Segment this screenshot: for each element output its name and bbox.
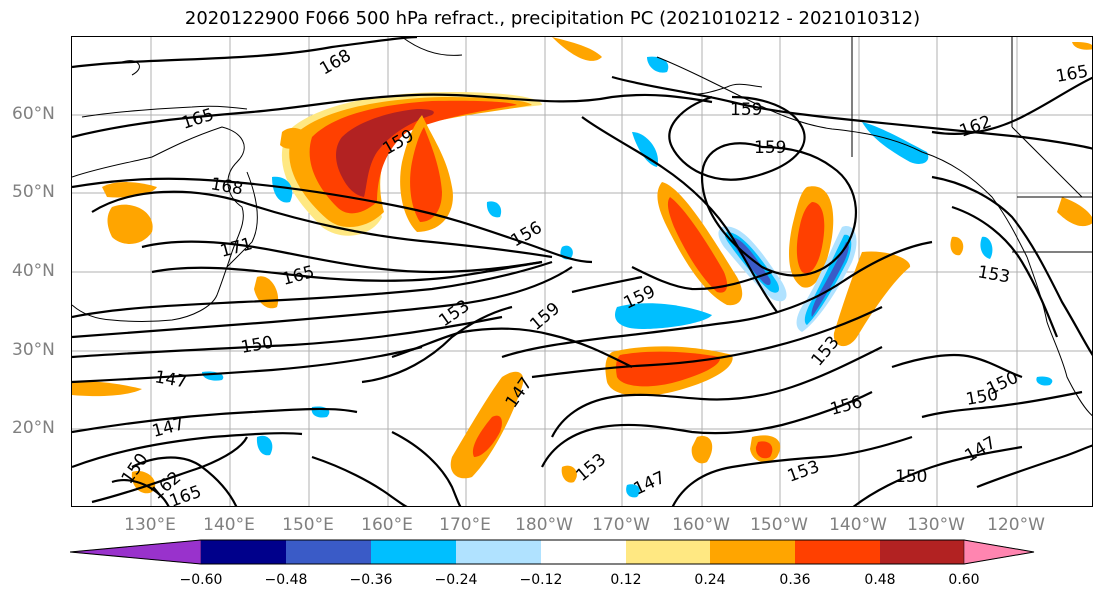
height-contours [72,37,1092,506]
colorbar-segment-6 [626,540,710,564]
lon-label-120w: 120°W [987,515,1045,535]
colorbar-tick-label: −0.48 [264,572,308,588]
lon-label-140e: 140°E [203,515,255,535]
colorbar-segment-9 [880,540,964,564]
contour-label: 150 [895,467,927,487]
colorbar-tick-label: 0.48 [864,572,896,588]
lon-label-140w: 140°W [829,515,887,535]
contour-label: 153 [976,262,1011,287]
lon-label-150w: 150°W [750,515,808,535]
colorbar-segment-2 [286,540,371,564]
colorbar-segment-5 [541,540,626,564]
colorbar-segment-1 [201,540,286,564]
contour-label: 171 [218,234,255,262]
lon-label-150e: 150°E [282,515,334,535]
contour-label: 147 [962,433,1000,467]
colorbar-segment-0 [70,539,202,565]
contour-label: 162 [957,112,994,142]
colorbar-segment-10 [963,539,1035,565]
lat-label-20n: 20°N [12,418,55,438]
contour-label: 147 [631,468,669,500]
lat-label-40n: 40°N [12,261,55,281]
contour-label: 156 [508,218,546,252]
contour-label: 147 [150,414,187,442]
colorbar-segment-7 [710,540,795,564]
colorbar-tick-label: −0.60 [179,572,223,588]
contour-label: 159 [730,100,762,120]
colorbar-segment-3 [371,540,456,564]
contour-label: 159 [526,299,564,335]
contour-label: 165 [280,262,317,290]
graticule [72,37,1092,506]
colorbar-outline [70,539,1035,565]
map-panel: 168 165 168 171 165 156 159 153 159 150 … [71,36,1093,507]
contour-label: 153 [572,450,610,486]
map-canvas: 168 165 168 171 165 156 159 153 159 150 … [72,37,1092,506]
lon-label-130e: 130°E [124,515,176,535]
colorbar-tick-label: −0.36 [349,572,393,588]
colorbar-tick-label: 0.36 [779,572,811,588]
colorbar [70,539,1035,565]
contour-label: 153 [785,457,822,487]
contour-label: 147 [153,367,188,392]
colorbar-tick-label: 0.60 [948,572,980,588]
contour-label: 165 [1054,62,1089,87]
positive-pc-shading [72,37,1092,494]
lon-label-130w: 130°W [907,515,965,535]
lon-label-160e: 160°E [361,515,413,535]
contour-label: 150 [239,333,274,358]
colorbar-segment-4 [456,540,541,564]
lat-label-50n: 50°N [12,182,55,202]
coastlines [72,37,1092,416]
colorbar-tick-label: 0.24 [694,572,726,588]
colorbar-tick-label: −0.12 [519,572,563,588]
lon-label-160w: 160°W [672,515,730,535]
contour-label: 150 [984,368,1022,400]
colorbar-tick-label: 0.12 [610,572,642,588]
lon-label-170e: 170°E [439,515,491,535]
lon-label-170w: 170°W [592,515,650,535]
contour-label: 168 [317,46,355,80]
lat-label-60n: 60°N [12,104,55,124]
lat-label-30n: 30°N [12,340,55,360]
colorbar-segment-8 [795,540,880,564]
contour-label: 165 [179,105,216,134]
lon-label-180w: 180°W [515,515,573,535]
contour-label: 159 [754,138,786,158]
colorbar-tick-label: −0.24 [434,572,478,588]
map-title: 2020122900 F066 500 hPa refract., precip… [184,8,921,29]
